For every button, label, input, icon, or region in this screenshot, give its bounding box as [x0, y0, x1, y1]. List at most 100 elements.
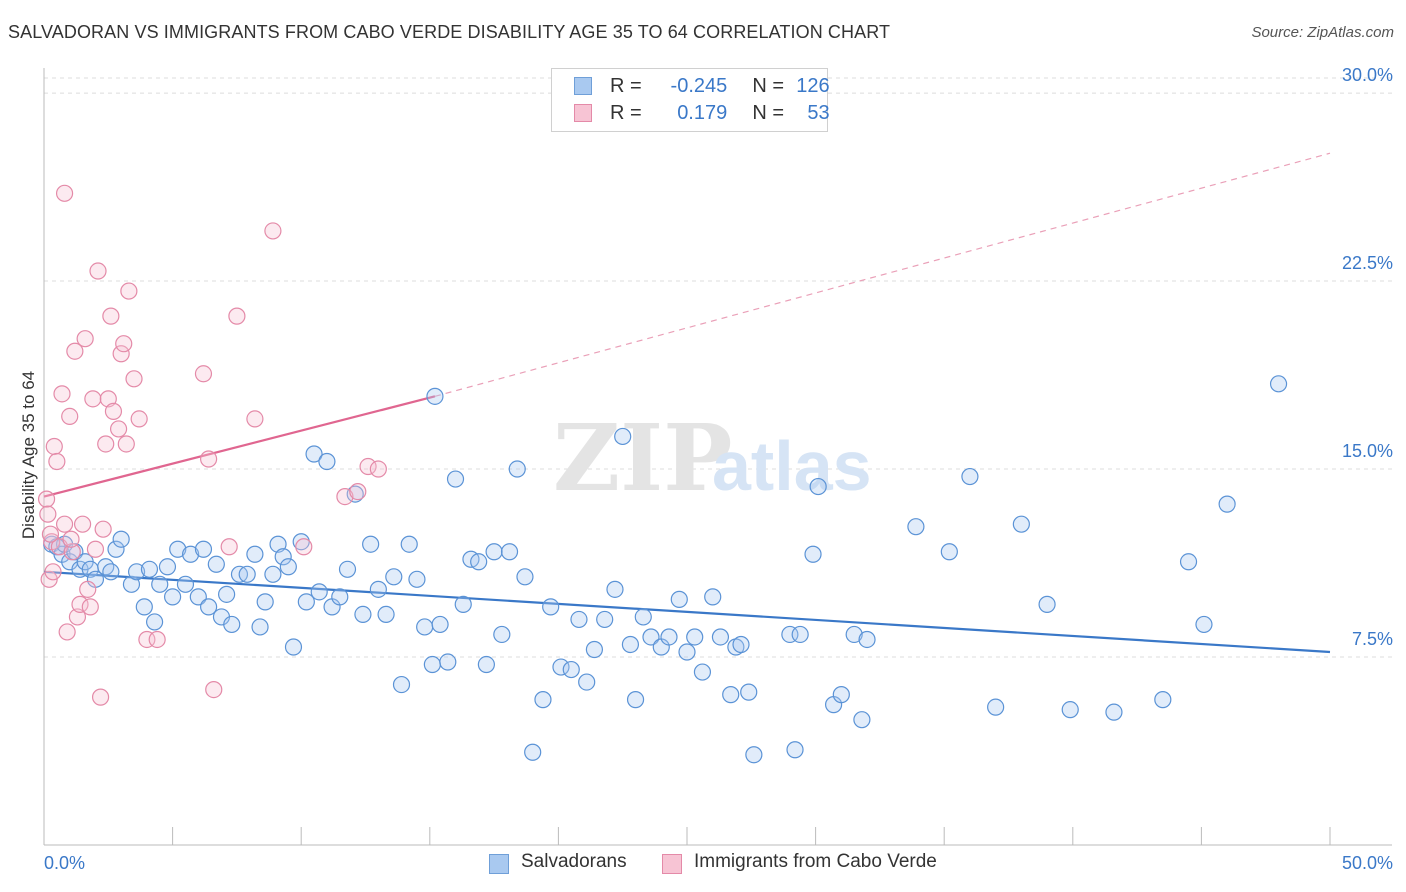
salvadoran-point — [426, 387, 444, 405]
source-label: Source: ZipAtlas.com — [1251, 24, 1394, 41]
cabo-verde-point — [228, 307, 246, 325]
cabo-verde-point — [55, 184, 74, 202]
cabo-verde-point — [94, 520, 112, 538]
salvadoran-point — [1179, 553, 1198, 571]
bottom-legend-label-pink: Immigrants from Cabo Verde — [694, 851, 937, 872]
cabo-verde-point — [194, 365, 213, 383]
salvadoran-point — [722, 686, 740, 704]
cabo-verde-point — [45, 437, 63, 456]
salvadoran-point — [745, 746, 763, 764]
cabo-verde-point — [71, 595, 89, 613]
y-tick-label: 15.0% — [1342, 441, 1393, 461]
salvadoran-point — [542, 598, 560, 616]
salvadoran-trend-line — [43, 570, 1331, 654]
legend-n-value: 126 — [796, 75, 830, 97]
salvadoran-point — [102, 563, 120, 581]
x-tick-label: 50.0% — [1342, 853, 1393, 873]
salvadoran-point — [804, 545, 822, 563]
legend-swatch-pink — [574, 104, 592, 122]
salvadoran-point — [524, 743, 542, 761]
cabo-verde-point — [349, 482, 367, 501]
salvadoran-point — [660, 628, 678, 646]
salvadoran-point — [127, 563, 146, 581]
legend-r-value: 0.179 — [677, 102, 728, 124]
salvadoran-point — [626, 691, 645, 709]
cabo-verde-point — [39, 505, 57, 523]
salvadoran-point — [112, 530, 130, 548]
cabo-verde-point — [55, 515, 74, 533]
salvadoran-point — [585, 640, 604, 659]
cabo-verde-point — [102, 307, 120, 325]
legend-n-value: 53 — [807, 102, 830, 124]
cabo-verde-point — [117, 435, 135, 453]
salvadoran-point — [310, 583, 328, 601]
salvadoran-point — [200, 598, 218, 616]
legend-r-value: -0.245 — [670, 75, 728, 97]
salvadoran-point — [169, 540, 187, 558]
salvadoran-point — [961, 467, 979, 486]
salvadoran-point — [182, 545, 200, 563]
salvadoran-point — [189, 588, 207, 606]
cabo-verde-point — [99, 390, 117, 408]
salvadoran-point — [194, 540, 213, 558]
cabo-verde-point — [62, 530, 80, 548]
cabo-verde-point — [44, 563, 62, 581]
salvadoran-point — [369, 580, 387, 598]
salvadoran-point — [606, 580, 624, 598]
cabo-verde-point — [53, 385, 71, 403]
salvadoran-point — [477, 655, 495, 674]
salvadoran-point — [686, 628, 704, 646]
salvadoran-point — [570, 610, 588, 629]
correlation-legend: R = -0.245 N = 126 R = 0.179 N = 53 — [551, 68, 830, 132]
cabo-verde-trend-extension — [434, 152, 1331, 397]
salvadoran-point — [693, 663, 712, 681]
salvadoran-point — [562, 660, 580, 679]
y-tick-label: 30.0% — [1342, 65, 1393, 85]
salvadoran-point — [385, 568, 403, 586]
legend-r-label: R = — [610, 75, 642, 97]
watermark: ZIP atlas — [553, 404, 872, 512]
salvadoran-point — [642, 628, 660, 646]
y-tick-label: 22.5% — [1342, 253, 1393, 273]
salvadoran-point — [251, 618, 269, 636]
tick-labels: 7.5% 15.0% 22.5% 30.0% 0.0% 50.0% — [44, 65, 1393, 873]
salvadoran-point — [1269, 375, 1288, 393]
cabo-verde-point — [48, 452, 66, 471]
watermark-zip: ZIP — [553, 404, 732, 512]
salvadoran-point — [354, 605, 372, 624]
salvadoran-point — [711, 628, 730, 646]
cabo-verde-point — [115, 335, 133, 353]
salvadoran-point — [218, 585, 236, 603]
cabo-verde-point — [63, 543, 81, 561]
salvadoran-point — [940, 543, 958, 561]
salvadoran-point — [516, 568, 534, 586]
salvadoran-point — [1195, 615, 1213, 634]
salvadoran-point — [223, 615, 241, 634]
legend-text-pink: R = 0.179 N = 53 — [610, 102, 830, 125]
salvadoran-point — [158, 558, 177, 576]
salvadoran-point — [122, 575, 141, 593]
salvadoran-point — [176, 575, 195, 593]
salvadoran-point — [140, 560, 159, 578]
cabo-verde-point — [246, 410, 264, 428]
cabo-verde-point — [336, 488, 354, 506]
bottom-legend-label-blue: Salvadorans — [521, 851, 627, 872]
cabo-verde-point — [81, 598, 99, 616]
salvadoran-point — [621, 635, 640, 654]
salvadoran-point — [331, 588, 349, 606]
salvadoran-point — [732, 635, 750, 654]
salvadoran-point — [305, 445, 323, 463]
trend-lines — [43, 152, 1331, 654]
salvadoran-point — [596, 610, 614, 629]
salvadoran-point — [678, 643, 696, 661]
salvadoran-point — [346, 485, 364, 503]
salvadoran-point — [207, 555, 225, 573]
salvadoran-point — [377, 605, 395, 624]
salvadoran-point — [292, 533, 310, 551]
chart-title: SALVADORAN VS IMMIGRANTS FROM CABO VERDE… — [8, 22, 891, 42]
cabo-verde-point — [79, 580, 97, 598]
cabo-verde-point — [76, 330, 94, 348]
bottom-legend-swatch-blue — [489, 854, 509, 874]
salvadoran-point — [439, 653, 457, 671]
